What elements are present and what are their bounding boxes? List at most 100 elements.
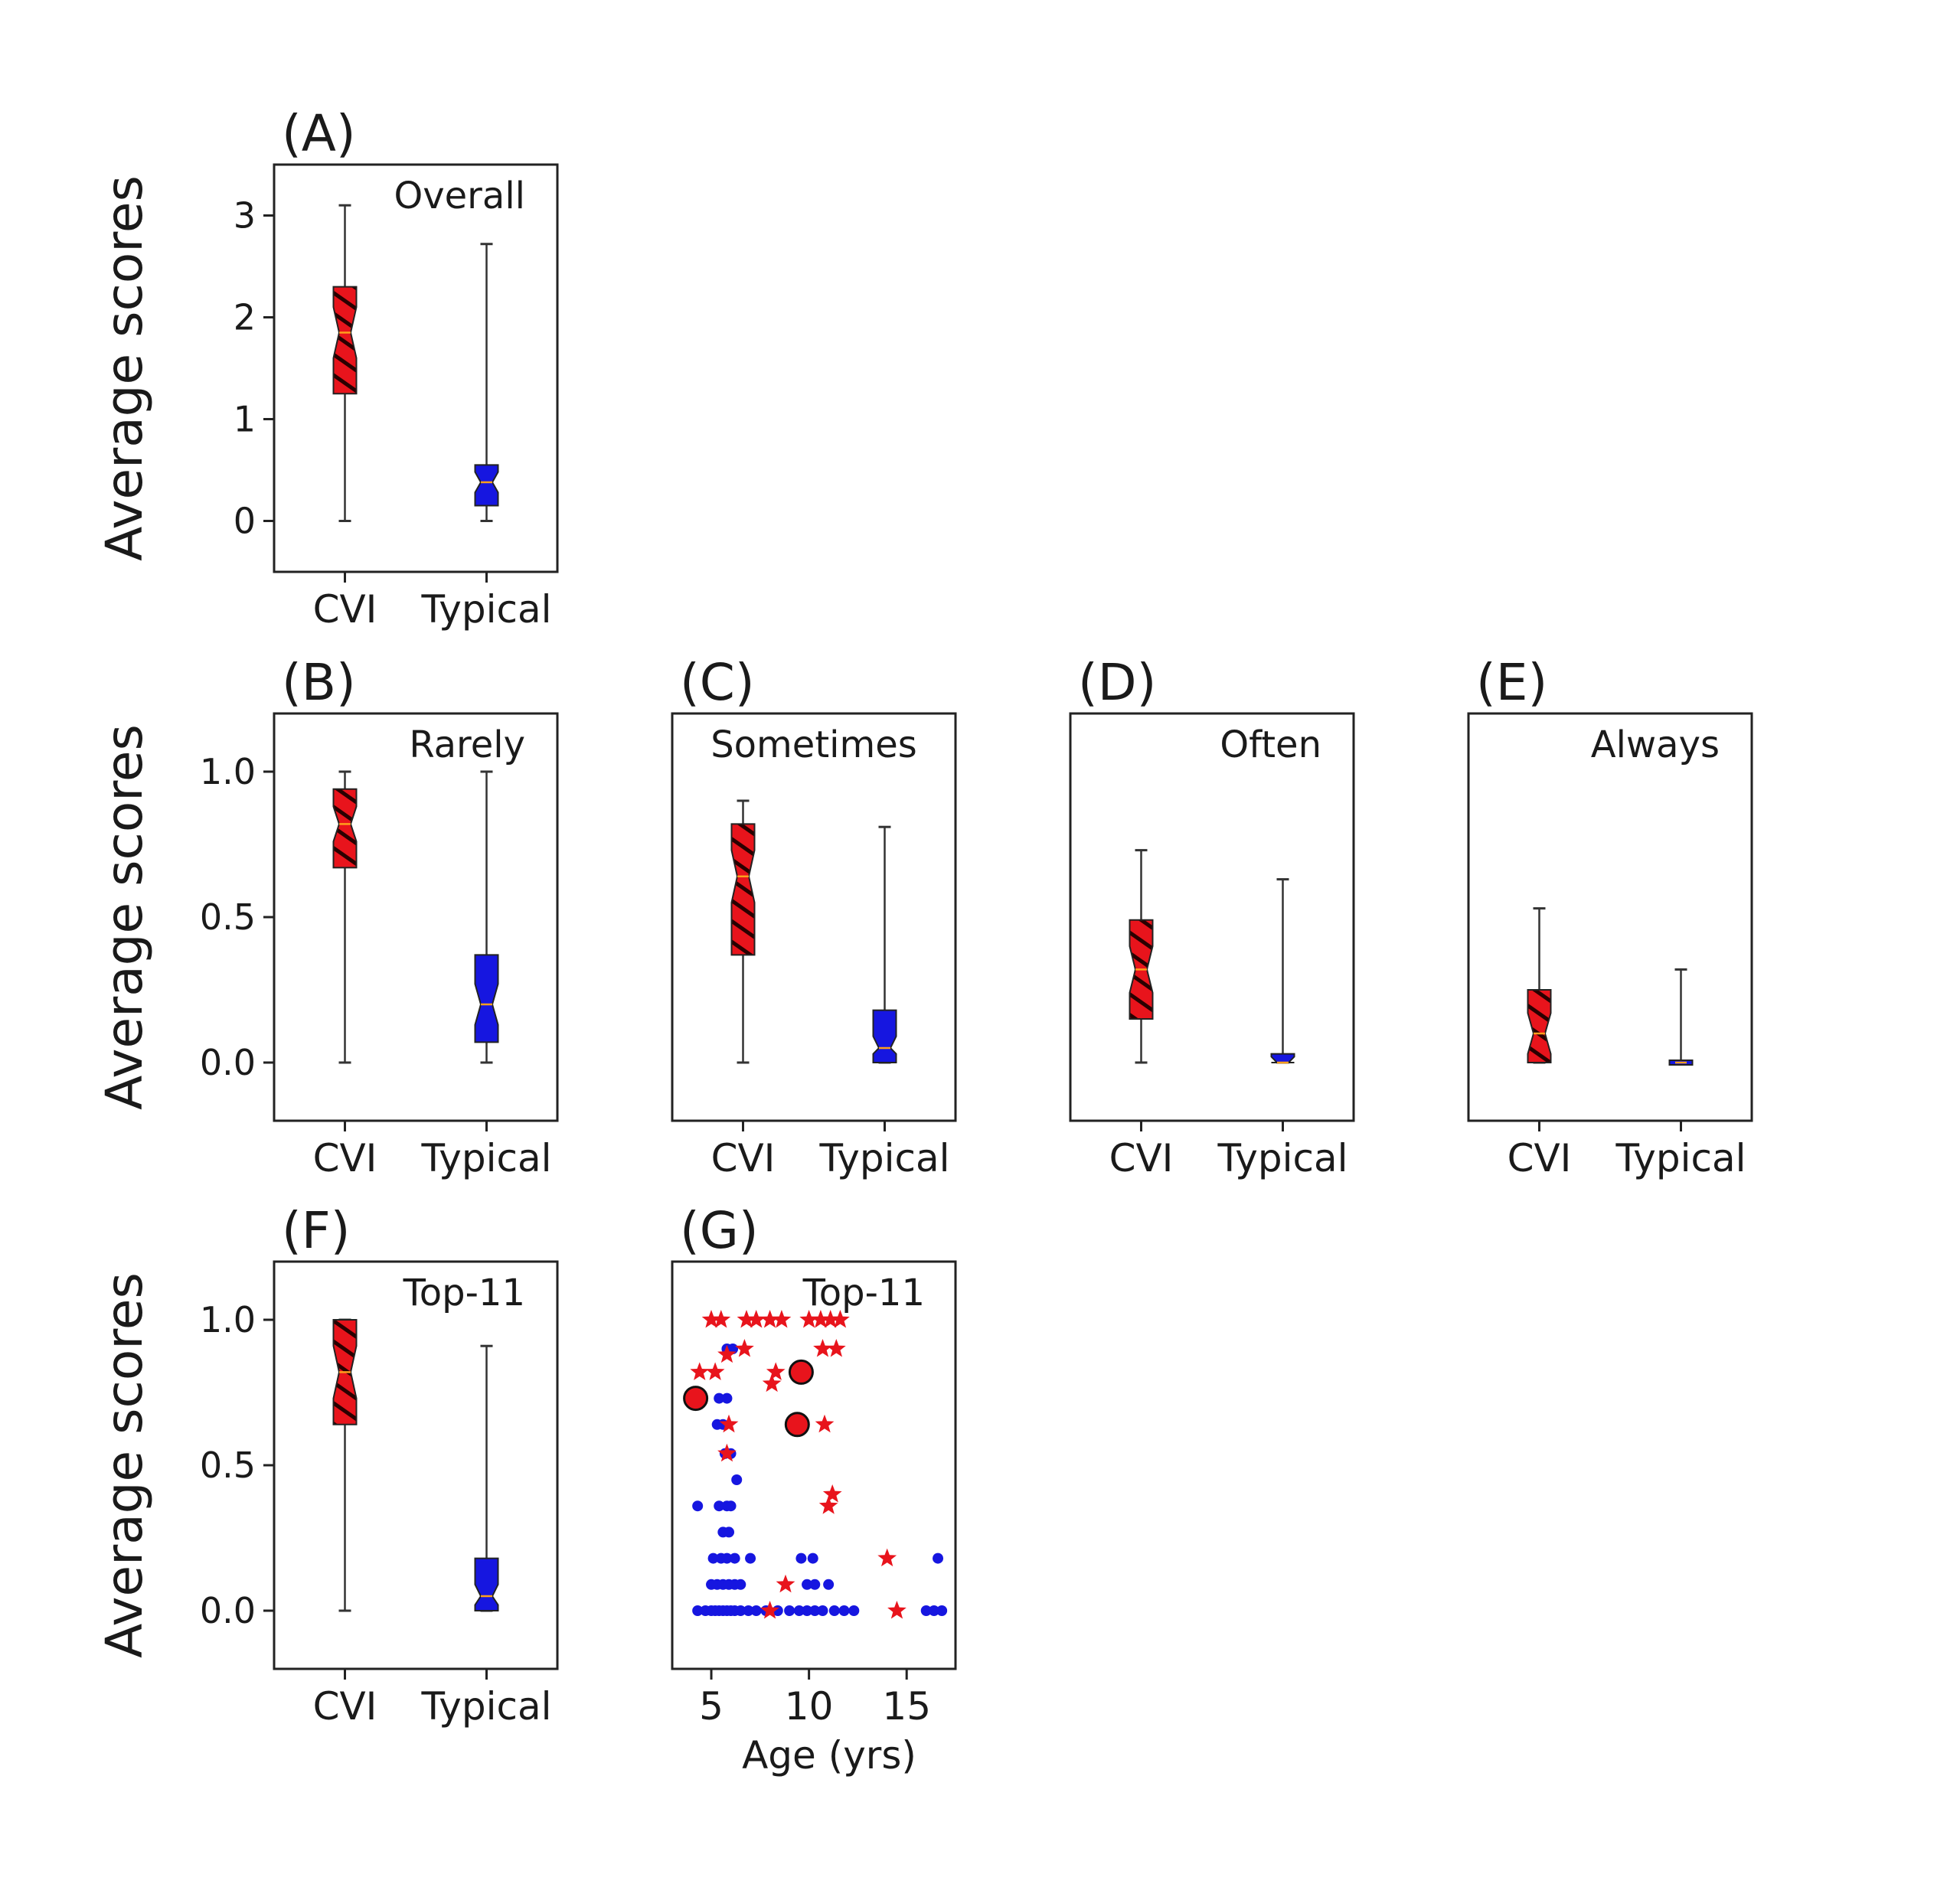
scatter-point-typical	[707, 1553, 719, 1564]
scatter-point-typical	[745, 1553, 756, 1564]
x-tick-label: CVI	[313, 1684, 377, 1729]
scatter-point-cvi	[813, 1339, 832, 1357]
x-tick-label: CVI	[313, 587, 377, 632]
scatter-point-typical	[828, 1605, 840, 1616]
x-tick-label: Typical	[1217, 1136, 1348, 1180]
scatter-point-cvi	[760, 1601, 779, 1619]
scatter-point-cvi	[701, 1310, 721, 1328]
scatter-point-cvi	[735, 1339, 754, 1357]
x-axis-label: Age (yrs)	[742, 1733, 916, 1778]
y-tick-label: 0.0	[200, 1590, 256, 1631]
x-tick-label: Typical	[421, 1684, 552, 1729]
y-tick-label: 2	[234, 297, 256, 338]
box-typical	[872, 1009, 897, 1063]
x-tick-label: CVI	[711, 1136, 776, 1180]
scatter-point-typical	[692, 1605, 704, 1616]
y-axis-labels: Average scores Average scores Average scor…	[95, 175, 154, 1658]
scatter-point-typical	[848, 1605, 860, 1616]
scatter-point-cvi	[711, 1310, 731, 1328]
scatter-point-cvi	[877, 1548, 897, 1567]
y-tick-label: 3	[234, 195, 256, 237]
scatter-point-cvi	[772, 1310, 792, 1328]
scatter-point-cvi	[887, 1601, 906, 1619]
panel-label: (F)	[282, 1201, 350, 1260]
panel-label: (G)	[680, 1201, 759, 1260]
scatter-point-cvi	[717, 1443, 737, 1462]
y-tick-label: 0.5	[200, 1445, 256, 1486]
panel-title: Top-11	[403, 1272, 525, 1314]
y-tick-label: 0.0	[200, 1042, 256, 1083]
plot-frame	[671, 712, 957, 1122]
scatter-point-cvi	[760, 1310, 779, 1328]
scatter-point-cvi	[737, 1310, 756, 1328]
scatter-point-typical	[714, 1500, 725, 1512]
box-typical	[474, 954, 499, 1043]
y-tick-label: 1.0	[200, 1299, 256, 1340]
plot-frame	[1069, 712, 1355, 1122]
scatter-point-cvi	[827, 1339, 846, 1357]
panel-label: (C)	[680, 653, 755, 712]
scatter-point-typical	[809, 1605, 821, 1616]
scatter-point-typical	[721, 1393, 733, 1404]
scatter-point-cvi-circled	[784, 1412, 810, 1438]
panel-title: Overall	[394, 175, 525, 217]
x-tick-label: Typical	[421, 1136, 552, 1180]
box-typical	[474, 1557, 499, 1611]
box-cvi	[1527, 989, 1552, 1063]
scatter-point-cvi	[822, 1484, 842, 1503]
scatter-point-typical	[692, 1500, 704, 1512]
panel-title: Top-11	[802, 1272, 925, 1314]
scatter-point-cvi	[831, 1310, 850, 1328]
scatter-point-cvi	[690, 1362, 710, 1380]
scatter-point-typical	[817, 1605, 828, 1616]
scatter-point-typical	[721, 1553, 733, 1564]
y-tick-label: 0.5	[200, 896, 256, 938]
panel-f: (F) Top-11 0.0 0.5 1.0 CVI Typical	[200, 1201, 559, 1729]
y-axis-label: Average scores	[95, 724, 154, 1110]
scatter-point-cvi	[719, 1414, 739, 1433]
scatter-point-cvi-circled	[788, 1359, 814, 1385]
scatter-point-typical	[802, 1605, 813, 1616]
panel-c: (C) Sometimes CVI Typical	[671, 653, 957, 1180]
panel-title: Sometimes	[710, 723, 917, 766]
scatter-point-typical	[807, 1553, 818, 1564]
plot-frame	[671, 1260, 957, 1670]
plot-frame	[1467, 712, 1753, 1122]
panel-e: (E) Always CVI Typical	[1467, 653, 1753, 1180]
panel-a: (A) Overall 0 1 2 3 CVI Typical	[234, 104, 559, 632]
plot-frame	[273, 163, 559, 573]
scatter-point-typical	[920, 1605, 932, 1616]
panel-label: (B)	[282, 653, 356, 712]
scatter-point-cvi	[746, 1310, 766, 1328]
x-tick-label: 10	[785, 1684, 834, 1729]
box-cvi	[730, 823, 756, 956]
plot-frame	[273, 712, 559, 1122]
panel-d: (D) Often CVI Typical	[1069, 653, 1355, 1180]
scatter-point-typical	[750, 1605, 762, 1616]
box-typical	[1270, 1053, 1295, 1063]
scatter-point-typical	[823, 1579, 835, 1590]
x-tick-label: CVI	[1508, 1136, 1572, 1180]
scatter-point-typical	[725, 1500, 737, 1512]
scatter-point-typical	[809, 1579, 821, 1590]
panel-b: (B) Rarely 0.0 0.5 1.0 CVI Typical	[200, 653, 559, 1180]
x-tick-label: CVI	[313, 1136, 377, 1180]
scatter-point-typical	[743, 1605, 754, 1616]
scatter-point-cvi	[776, 1574, 795, 1593]
panel-label: (D)	[1078, 653, 1156, 712]
scatter-point-typical	[933, 1553, 944, 1564]
scatter-point-cvi-circled	[683, 1386, 709, 1412]
panel-title: Always	[1591, 723, 1720, 766]
scatter-point-cvi	[821, 1310, 841, 1328]
scatter-point-cvi	[717, 1344, 737, 1363]
panel-label: (E)	[1476, 653, 1547, 712]
scatter-point-typical	[714, 1393, 725, 1404]
scatter-point-cvi	[762, 1373, 782, 1393]
scatter-point-typical	[735, 1579, 746, 1590]
x-tick-label: Typical	[1615, 1136, 1746, 1180]
scatter-point-typical	[838, 1605, 850, 1616]
x-tick-label: 5	[699, 1684, 724, 1729]
scatter-point-cvi	[815, 1414, 835, 1433]
panel-title: Rarely	[409, 723, 525, 766]
